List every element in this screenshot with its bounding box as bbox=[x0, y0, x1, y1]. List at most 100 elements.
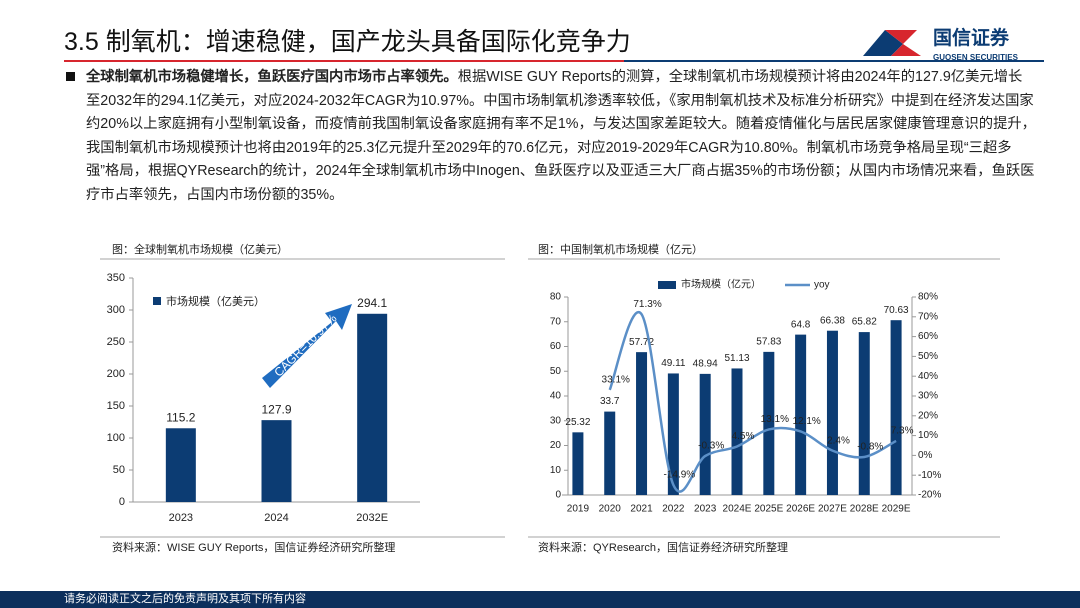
value-label: 70.63 bbox=[884, 305, 909, 316]
y2-tick-label: 30% bbox=[918, 391, 938, 402]
value-label: 64.8 bbox=[791, 319, 811, 330]
y2-tick-label: 50% bbox=[918, 351, 938, 362]
y2-tick-label: 40% bbox=[918, 371, 938, 382]
charts: 图：全球制氧机市场规模（亿美元） 资料来源：WISE GUY Reports，国信… bbox=[100, 242, 1000, 554]
bar bbox=[604, 411, 616, 495]
line-label: 2.4% bbox=[827, 435, 850, 446]
bar bbox=[667, 373, 679, 495]
y2-tick-label: 80% bbox=[918, 292, 938, 303]
y-tick-label: 10 bbox=[550, 465, 562, 476]
line-label: 7.3% bbox=[891, 426, 914, 437]
line-label: 12.1% bbox=[792, 416, 820, 427]
logo-en: GUOSEN SECURITIES bbox=[933, 53, 1019, 62]
y2-tick-label: 70% bbox=[918, 311, 938, 322]
header-rule bbox=[64, 60, 1044, 62]
y2-tick-label: -10% bbox=[918, 470, 941, 481]
x-tick-label: 2021 bbox=[630, 504, 653, 515]
x-tick-label: 2029E bbox=[882, 504, 911, 515]
value-label: 57.72 bbox=[629, 337, 654, 348]
footer: 请务必阅读正文之后的免责声明及其项下所有内容 bbox=[0, 591, 1080, 608]
x-tick-label: 2023 bbox=[169, 512, 193, 524]
bar bbox=[795, 334, 807, 495]
logo-cn: 国信证券 bbox=[933, 26, 1010, 49]
value-label: 127.9 bbox=[261, 402, 291, 416]
y-tick-label: 60 bbox=[550, 341, 562, 352]
legend-label: 市场规模（亿美元） bbox=[166, 294, 265, 308]
line-label: -0.8% bbox=[857, 442, 883, 453]
y-tick-label: 0 bbox=[119, 496, 125, 508]
line-label: 71.3% bbox=[633, 299, 661, 310]
line-label: 4.5% bbox=[732, 431, 755, 442]
legend-swatch bbox=[658, 281, 676, 289]
y2-tick-label: 0% bbox=[918, 450, 933, 461]
x-tick-label: 2020 bbox=[599, 504, 622, 515]
x-tick-label: 2024E bbox=[723, 504, 752, 515]
value-label: 66.38 bbox=[820, 315, 845, 326]
y-tick-label: 20 bbox=[550, 440, 562, 451]
y-tick-label: 50 bbox=[550, 366, 562, 377]
slide-title: 3.5 制氧机：增速稳健，国产龙头具备国际化竞争力 bbox=[64, 28, 631, 56]
x-tick-label: 2028E bbox=[850, 504, 879, 515]
value-label: 25.32 bbox=[565, 417, 590, 428]
paragraph: 全球制氧机市场稳健增长，鱼跃医疗国内市场市占率领先。根据WISE GUY Rep… bbox=[86, 66, 1036, 208]
y-tick-label: 250 bbox=[107, 336, 125, 348]
y-tick-label: 150 bbox=[107, 400, 125, 412]
y2-tick-label: 20% bbox=[918, 410, 938, 421]
bar bbox=[699, 373, 711, 495]
y-tick-label: 30 bbox=[550, 415, 562, 426]
bar bbox=[261, 420, 292, 502]
chart-caption: 图：全球制氧机市场规模（亿美元） bbox=[112, 242, 288, 256]
bar bbox=[357, 313, 388, 502]
chart-caption: 图：中国制氧机市场规模（亿元） bbox=[538, 242, 703, 256]
bar bbox=[890, 320, 902, 495]
x-tick-label: 2023 bbox=[694, 504, 717, 515]
y-tick-label: 70 bbox=[550, 316, 562, 327]
value-label: 33.7 bbox=[600, 396, 620, 407]
y-tick-label: 350 bbox=[107, 272, 125, 284]
legend-swatch bbox=[153, 297, 161, 305]
x-tick-label: 2026E bbox=[786, 504, 815, 515]
bar bbox=[572, 432, 584, 495]
bar bbox=[731, 368, 743, 495]
x-tick-label: 2024 bbox=[264, 512, 288, 524]
value-label: 65.82 bbox=[852, 317, 877, 328]
bar bbox=[165, 428, 196, 502]
value-label: 49.11 bbox=[661, 358, 686, 369]
bar bbox=[636, 352, 648, 495]
value-label: 57.83 bbox=[756, 337, 781, 348]
bullet bbox=[66, 72, 75, 81]
y-tick-label: 50 bbox=[113, 464, 125, 476]
y2-tick-label: 10% bbox=[918, 430, 938, 441]
chart-source: 资料来源：QYResearch，国信证券经济研究所整理 bbox=[538, 540, 788, 554]
line-label: -0.3% bbox=[698, 441, 724, 452]
value-label: 48.94 bbox=[693, 359, 718, 370]
y-tick-label: 200 bbox=[107, 368, 125, 380]
line-label: 33.1% bbox=[602, 375, 630, 386]
y2-tick-label: 60% bbox=[918, 331, 938, 342]
y-tick-label: 100 bbox=[107, 432, 125, 444]
bar bbox=[858, 332, 870, 495]
logo: 国信证券 GUOSEN SECURITIES bbox=[863, 26, 1019, 62]
value-label: 51.13 bbox=[724, 353, 749, 364]
legend-label: 市场规模（亿元） bbox=[681, 278, 761, 291]
y-tick-label: 80 bbox=[550, 292, 562, 303]
value-label: 294.1 bbox=[357, 296, 387, 310]
body-text: 根据WISE GUY Reports的测算，全球制氧机市场规模预计将由2024年… bbox=[86, 69, 1036, 203]
y-tick-label: 300 bbox=[107, 304, 125, 316]
chart-source: 资料来源：WISE GUY Reports，国信证券经济研究所整理 bbox=[112, 540, 395, 554]
bar bbox=[763, 351, 775, 495]
x-tick-label: 2032E bbox=[356, 512, 388, 524]
x-tick-label: 2027E bbox=[818, 504, 847, 515]
line-label: -14.9% bbox=[664, 470, 696, 481]
legend-label: yoy bbox=[814, 280, 830, 291]
bar bbox=[826, 330, 838, 495]
value-label: 115.2 bbox=[166, 410, 195, 424]
lead: 全球制氧机市场稳健增长，鱼跃医疗国内市场市占率领先。 bbox=[86, 69, 458, 85]
y-tick-label: 0 bbox=[555, 490, 561, 501]
y-tick-label: 40 bbox=[550, 391, 562, 402]
x-tick-label: 2019 bbox=[567, 504, 590, 515]
annotation: CAGR=10.97% bbox=[271, 311, 339, 379]
line-label: 13.1% bbox=[761, 414, 789, 425]
yoy-line bbox=[608, 310, 897, 493]
